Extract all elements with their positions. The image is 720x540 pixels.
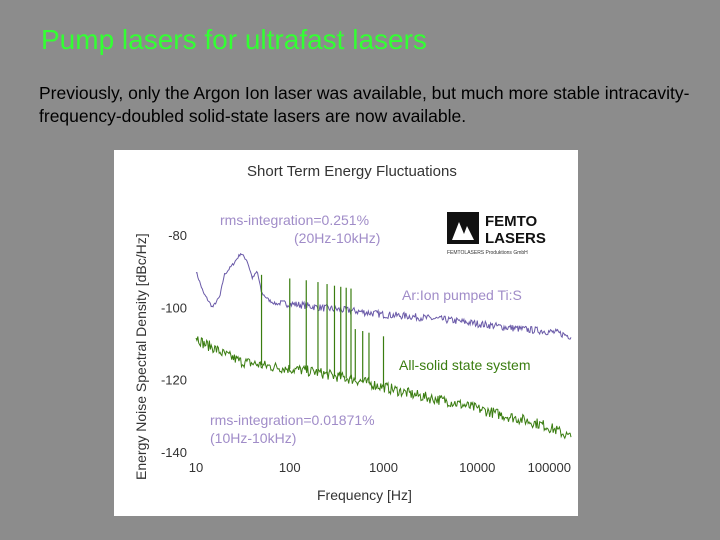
x-axis-label: Frequency [Hz] bbox=[317, 487, 412, 503]
rms-annotation-top-range: (20Hz-10kHz) bbox=[294, 230, 380, 246]
y-tick-label: -140 bbox=[161, 445, 187, 460]
y-tick-label: -120 bbox=[161, 373, 187, 388]
x-tick-label: 1000 bbox=[369, 460, 398, 475]
rms-annotation-top: rms-integration=0.251% bbox=[220, 212, 369, 228]
x-tick-label: 100000 bbox=[528, 460, 571, 475]
logo-line2: LASERS bbox=[485, 230, 546, 247]
chart-title: Short Term Energy Fluctuations bbox=[247, 163, 457, 180]
slide-body-text: Previously, only the Argon Ion laser was… bbox=[39, 83, 690, 126]
noise-spectrum-chart: Short Term Energy Fluctuations Energy No… bbox=[133, 163, 572, 503]
slide-title: Pump lasers for ultrafast lasers bbox=[41, 24, 427, 55]
x-tick-label: 10 bbox=[189, 460, 203, 475]
logo-tagline: FEMTOLASERS Produktions GmbH bbox=[447, 250, 528, 256]
y-tick-label: -80 bbox=[168, 228, 187, 243]
series-line-argon-ion bbox=[195, 252, 572, 340]
noise-spectrum-figure: Short Term Energy Fluctuations Energy No… bbox=[114, 150, 578, 516]
x-tick-label: 10000 bbox=[459, 460, 495, 475]
rms-annotation-bottom-range: (10Hz-10kHz) bbox=[210, 430, 296, 446]
femtolasers-logo: FEMTO LASERS FEMTOLASERS Produktions Gmb… bbox=[447, 212, 546, 256]
x-tick-label: 100 bbox=[279, 460, 301, 475]
logo-line1: FEMTO bbox=[485, 213, 538, 230]
legend-label-argon: Ar:Ion pumped Ti:S bbox=[402, 287, 522, 303]
rms-annotation-bottom: rms-integration=0.01871% bbox=[210, 412, 375, 428]
y-tick-label: -100 bbox=[161, 300, 187, 315]
y-axis-label: Energy Noise Spectral Density [dBc/Hz] bbox=[133, 233, 149, 480]
legend-label-solid: All-solid state system bbox=[399, 357, 530, 373]
